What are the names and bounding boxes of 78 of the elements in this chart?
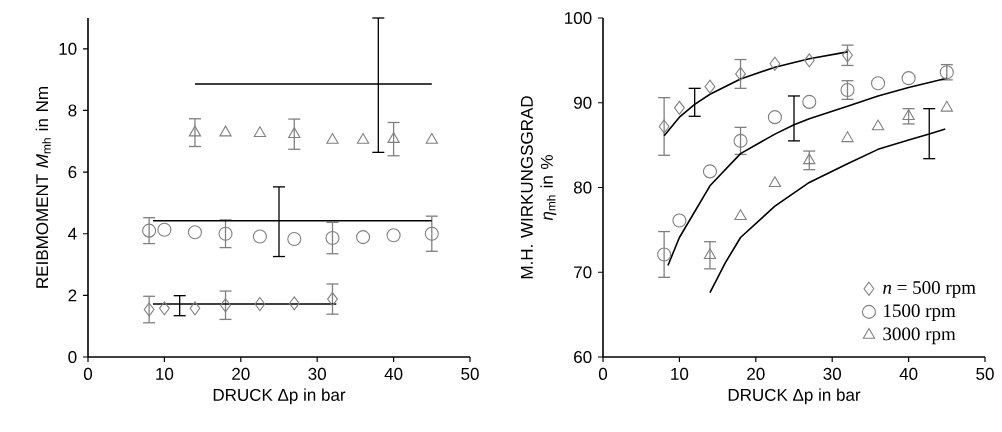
point [902,109,915,121]
point [288,296,300,311]
point [803,53,815,68]
x-tick-label: 0 [598,367,608,380]
point [142,223,157,238]
point [767,110,782,125]
x-axis-title: DRUCK Δp in bar [728,388,861,405]
point [157,222,172,237]
y-tick-label: 2 [68,289,77,302]
line-series [663,51,849,137]
point [658,119,670,134]
point [253,126,267,138]
point [673,100,685,115]
point [387,132,400,143]
point [704,79,716,94]
point [252,229,267,244]
x-tick-label: 50 [976,367,994,380]
point [288,127,301,138]
point [871,119,885,131]
y-tick-label: 60 [574,350,592,364]
y-tick-label: 0 [68,350,77,364]
legend-label: 1500 rpm [884,304,956,321]
point [802,94,817,109]
y-tick-label: 4 [68,227,77,240]
point [355,230,371,245]
point [672,213,687,228]
x-axis-title: DRUCK Δp in bar [213,388,346,405]
y-axis-title: REIBMOMENT M$_{mh}$ in Nm [35,87,51,288]
y-tick-label: 90 [574,96,592,109]
x-tick-label: 40 [899,367,918,380]
point [940,100,953,112]
point [143,302,155,317]
point [158,301,170,316]
y-tick-label: 10 [59,42,77,55]
x-tick-label: 20 [747,367,765,380]
point [325,230,340,246]
x-tick-label: 50 [461,367,479,380]
point [702,164,718,179]
point [842,48,853,63]
point [326,132,339,144]
point [768,176,782,188]
x-tick-label: 10 [156,367,174,380]
point [187,225,203,240]
point [220,298,231,313]
point [254,296,266,312]
legend-label: 3000 rpm [883,327,956,345]
point [386,228,401,243]
point [327,292,338,307]
point [901,71,916,86]
line-series [667,77,948,267]
point [657,247,672,262]
point [219,125,232,137]
legend-label: n = 500 rpm [883,281,976,298]
x-tick-label: 0 [83,367,93,380]
point [424,226,439,241]
point [735,66,746,81]
y-tick-label: 6 [68,166,77,179]
point [218,226,233,241]
x-tick-label: 20 [232,367,250,380]
point [703,248,717,260]
y-tick-label: 80 [573,181,592,194]
y-tick-label: 70 [574,266,592,279]
point [356,132,370,144]
y-tick-label: 8 [68,104,77,117]
point [733,133,748,148]
point [769,56,781,71]
x-tick-label: 10 [671,367,689,380]
y-tick-label: 100 [565,11,592,25]
point [841,131,854,143]
point [189,301,201,316]
x-tick-label: 40 [384,367,403,380]
point [425,132,438,144]
x-tick-label: 30 [823,367,841,380]
point [734,209,747,221]
x-tick-label: 30 [308,367,326,380]
point [287,231,302,247]
point [188,125,202,137]
point [871,76,886,91]
